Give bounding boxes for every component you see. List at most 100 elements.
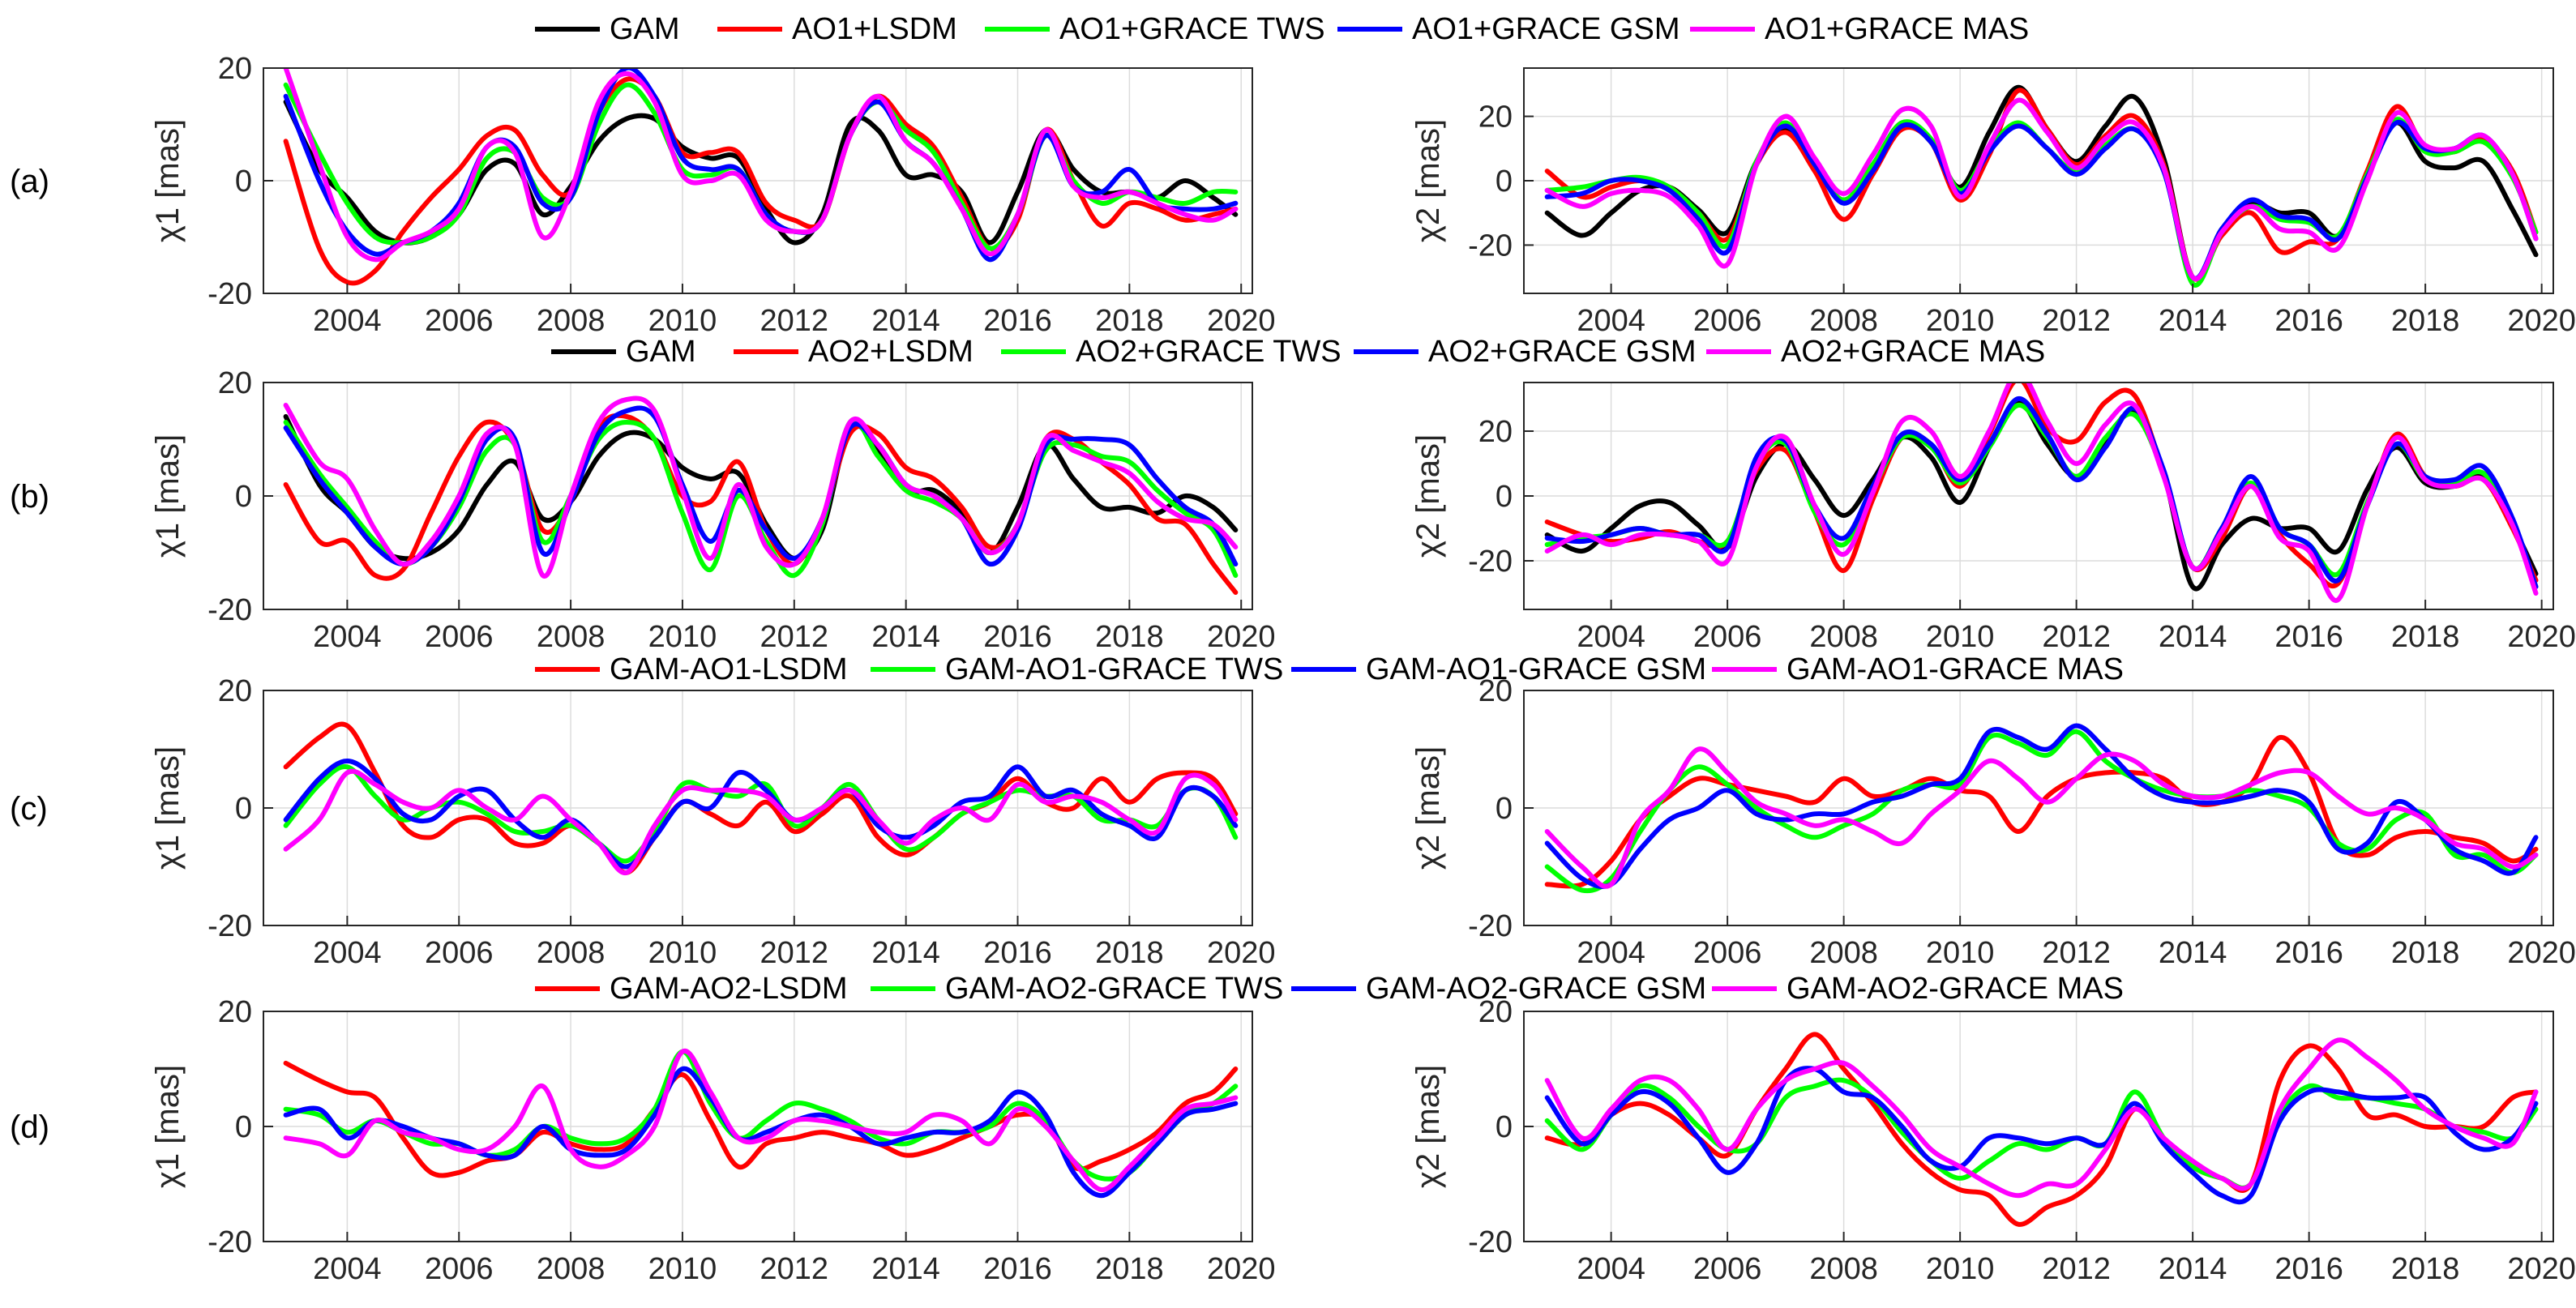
x-tick-label: 2020 xyxy=(2507,1252,2576,1286)
x-tick-label: 2012 xyxy=(2042,1252,2111,1286)
x-tick-label: 2008 xyxy=(537,620,605,654)
x-tick-label: 2008 xyxy=(1809,620,1878,654)
x-tick-label: 2016 xyxy=(2274,1252,2343,1286)
series-line xyxy=(283,395,1239,579)
legend: GAM-AO2-LSDM GAM-AO2-GRACE TWS GAM-AO2-GRA… xyxy=(535,972,2124,1006)
series-line xyxy=(1544,1037,2539,1199)
x-tick-label: 2008 xyxy=(537,304,605,338)
x-tick-label: 2018 xyxy=(1095,304,1164,338)
legend-entry: GAM-AO2-GRACE MAS xyxy=(1787,972,2124,1006)
legend-entry: GAM-AO1-GRACE GSM xyxy=(1366,652,1706,686)
x-tick-label: 2004 xyxy=(313,1252,382,1286)
x-tick-label: 2010 xyxy=(648,936,717,970)
chart-panel: 2004 2006 2008 2010 2012 2014 2016 2018 2020 -20 0… xyxy=(150,366,1275,654)
legend-entry: AO1+GRACE TWS xyxy=(1059,12,1325,46)
row-label: (c) xyxy=(10,791,48,827)
x-tick-label: 2012 xyxy=(2042,620,2111,654)
chart-panel: 2004 2006 2008 2010 2012 2014 2016 2018 2020 -20 0… xyxy=(1410,67,2576,338)
x-tick-label: 2014 xyxy=(2159,1252,2227,1286)
x-tick-label: 2008 xyxy=(537,1252,605,1286)
y-tick-label: -20 xyxy=(1468,1225,1513,1259)
x-tick-label: 2012 xyxy=(760,304,829,338)
series-line xyxy=(283,1066,1239,1199)
legend: GAM-AO1-LSDM GAM-AO1-GRACE TWS GAM-AO1-GRA… xyxy=(535,652,2124,686)
x-tick-label: 2012 xyxy=(2042,304,2111,338)
x-tick-label: 2006 xyxy=(1693,304,1762,338)
x-tick-label: 2016 xyxy=(2274,620,2343,654)
x-tick-label: 2010 xyxy=(648,620,717,654)
x-tick-label: 2020 xyxy=(1207,1252,1276,1286)
x-tick-label: 2016 xyxy=(2274,936,2343,970)
x-tick-label: 2020 xyxy=(2507,304,2576,338)
legend-entry: GAM xyxy=(626,335,696,369)
x-tick-label: 2016 xyxy=(983,620,1052,654)
series-group xyxy=(1544,723,2539,894)
legend-entry: AO2+LSDM xyxy=(808,335,973,369)
legend: GAM AO2+LSDM AO2+GRACE TWS AO2+GRACE GSM AO2… xyxy=(551,335,2045,369)
y-tick-label: -20 xyxy=(208,593,252,627)
x-tick-label: 2016 xyxy=(2274,304,2343,338)
x-tick-label: 2006 xyxy=(1693,936,1762,970)
series-line xyxy=(1544,729,2539,894)
series-line xyxy=(1544,1032,2539,1227)
y-tick-label: 0 xyxy=(235,1110,252,1144)
x-tick-label: 2020 xyxy=(2507,936,2576,970)
x-tick-label: 2014 xyxy=(2159,936,2227,970)
row-label: (a) xyxy=(10,164,49,199)
x-tick-label: 2006 xyxy=(1693,620,1762,654)
chart-panel: 2004 2006 2008 2010 2012 2014 2016 2018 2020 -20 0… xyxy=(150,674,1275,970)
y-tick-label: -20 xyxy=(1468,909,1513,943)
x-tick-label: 2014 xyxy=(2159,620,2227,654)
x-tick-label: 2018 xyxy=(2391,936,2460,970)
series-line xyxy=(283,1048,1239,1193)
series-line xyxy=(1544,97,2539,282)
x-tick-label: 2014 xyxy=(2159,304,2227,338)
series-group xyxy=(283,721,1239,875)
legend-entry: AO1+GRACE MAS xyxy=(1765,12,2029,46)
series-line xyxy=(283,768,1239,875)
x-tick-label: 2006 xyxy=(425,620,494,654)
series-line xyxy=(1544,723,2539,889)
x-tick-label: 2014 xyxy=(871,1252,940,1286)
legend-entry: GAM-AO2-LSDM xyxy=(610,972,847,1006)
x-tick-label: 2008 xyxy=(1809,1252,1878,1286)
x-tick-label: 2014 xyxy=(871,620,940,654)
x-tick-label: 2012 xyxy=(760,620,829,654)
x-tick-label: 2008 xyxy=(1809,304,1878,338)
chart-panel: 2004 2006 2008 2010 2012 2014 2016 2018 2020 -20 0… xyxy=(1410,995,2576,1286)
y-axis-label: χ1 [mas] xyxy=(150,119,186,242)
series-line xyxy=(1544,746,2539,889)
x-tick-label: 2004 xyxy=(1577,620,1645,654)
y-tick-label: -20 xyxy=(208,277,252,311)
series-group xyxy=(1544,84,2539,288)
series-group xyxy=(1544,383,2539,603)
legend-entry: GAM-AO2-GRACE TWS xyxy=(945,972,1283,1006)
legend-entry: AO2+GRACE MAS xyxy=(1781,335,2045,369)
y-tick-label: 0 xyxy=(1496,480,1513,514)
x-tick-label: 2018 xyxy=(1095,936,1164,970)
series-line xyxy=(1544,734,2539,889)
y-tick-label: 0 xyxy=(1496,165,1513,199)
legend-entry: GAM-AO1-GRACE TWS xyxy=(945,652,1283,686)
y-tick-label: -20 xyxy=(208,1225,252,1259)
x-tick-label: 2012 xyxy=(760,1252,829,1286)
x-tick-label: 2004 xyxy=(1577,304,1645,338)
series-group xyxy=(283,1048,1239,1199)
chart-panel: 2004 2006 2008 2010 2012 2014 2016 2018 2020 -20 0… xyxy=(150,52,1275,338)
x-tick-label: 2006 xyxy=(425,1252,494,1286)
x-tick-label: 2020 xyxy=(2507,620,2576,654)
x-tick-label: 2010 xyxy=(648,1252,717,1286)
y-tick-label: 20 xyxy=(1478,415,1513,449)
x-tick-label: 2018 xyxy=(1095,1252,1164,1286)
legend: GAM AO1+LSDM AO1+GRACE TWS AO1+GRACE GSM AO1… xyxy=(535,12,2029,46)
legend-entry: GAM xyxy=(610,12,680,46)
x-tick-label: 2016 xyxy=(983,1252,1052,1286)
x-tick-label: 2004 xyxy=(1577,1252,1645,1286)
chart-panel: 2004 2006 2008 2010 2012 2014 2016 2018 2020 -20 0… xyxy=(1410,674,2576,970)
y-tick-label: 0 xyxy=(1496,1110,1513,1144)
x-tick-label: 2020 xyxy=(1207,304,1276,338)
x-tick-label: 2010 xyxy=(648,304,717,338)
x-tick-label: 2018 xyxy=(2391,304,2460,338)
y-axis-label: χ2 [mas] xyxy=(1410,434,1446,558)
